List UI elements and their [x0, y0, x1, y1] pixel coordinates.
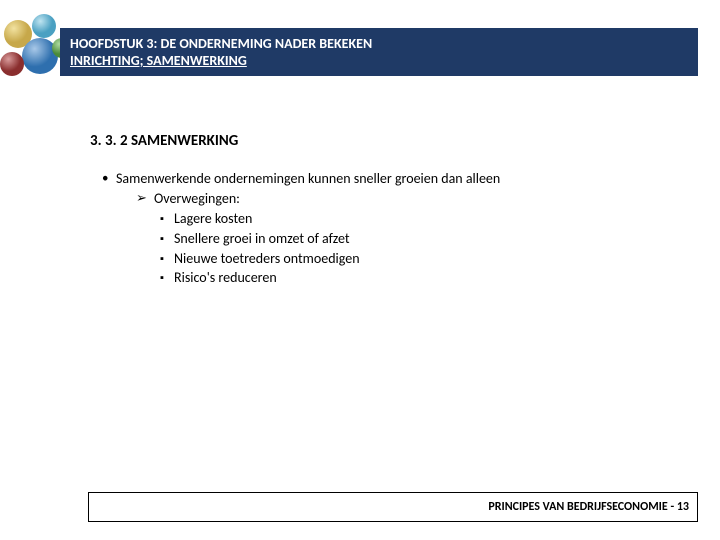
bullet-level2: ➢ Overwegingen: [102, 190, 660, 209]
bullet-text: Nieuwe toetreders ontmoedigen [174, 250, 360, 269]
bullet-text: Risico's reduceren [174, 269, 277, 288]
square-icon: ▪ [160, 250, 174, 268]
arrow-icon: ➢ [136, 190, 154, 208]
header-title-line2: INRICHTING; SAMENWERKING [70, 52, 688, 70]
square-icon: ▪ [160, 269, 174, 287]
bullet-dot-icon: • [102, 170, 116, 188]
bullet-level3: ▪ Lagere kosten [102, 210, 660, 229]
square-icon: ▪ [160, 230, 174, 248]
footer-text: PRINCIPES VAN BEDRIJFSECONOMIE - 13 [488, 500, 689, 514]
bullet-level1: • Samenwerkende ondernemingen kunnen sne… [102, 170, 660, 189]
section-title: 3. 3. 2 SAMENWERKING [90, 132, 238, 150]
bullet-text: Lagere kosten [174, 210, 252, 229]
bullet-text: Samenwerkende ondernemingen kunnen snell… [116, 170, 500, 189]
square-icon: ▪ [160, 210, 174, 228]
header-title-line1: HOOFDSTUK 3: DE ONDERNEMING NADER BEKEKE… [70, 35, 688, 53]
bullet-level3: ▪ Nieuwe toetreders ontmoedigen [102, 250, 660, 269]
slide-body: • Samenwerkende ondernemingen kunnen sne… [102, 170, 660, 289]
bullet-level3: ▪ Risico's reduceren [102, 269, 660, 288]
footer-box: PRINCIPES VAN BEDRIJFSECONOMIE - 13 [88, 492, 698, 522]
bullet-level3: ▪ Snellere groei in omzet of afzet [102, 230, 660, 249]
slide-header: HOOFDSTUK 3: DE ONDERNEMING NADER BEKEKE… [60, 28, 698, 76]
bullet-text: Snellere groei in omzet of afzet [174, 230, 350, 249]
bullet-text: Overwegingen: [154, 190, 240, 209]
